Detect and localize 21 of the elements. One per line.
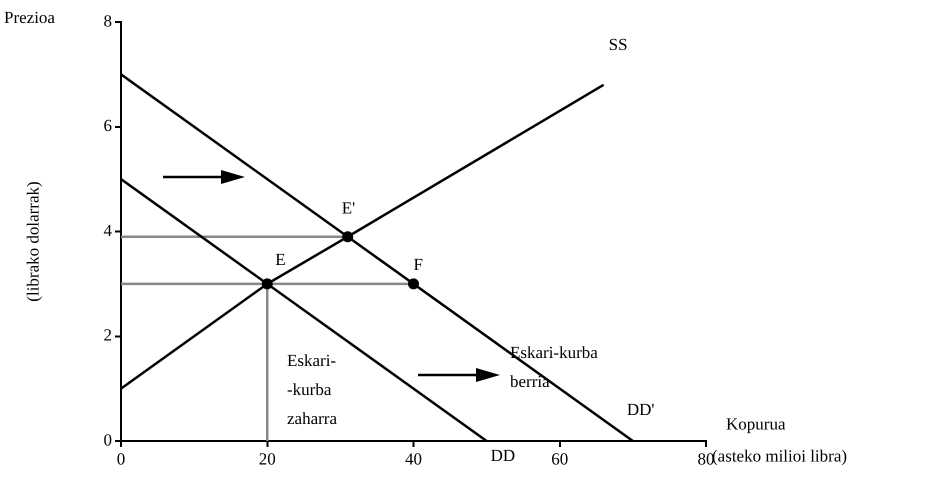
x-axis-title: Kopurua (asteko milioi libra)	[712, 414, 848, 466]
annotation: F	[414, 254, 423, 274]
x-tick-label: 0	[116, 450, 126, 469]
annotation: E	[275, 250, 286, 269]
annotation: SS	[608, 34, 628, 54]
x-tick-label: 60	[551, 450, 568, 469]
annotation: DD'	[626, 400, 654, 419]
y-tick-label: 8	[104, 11, 112, 30]
y-tick-label: 4	[104, 220, 112, 240]
x-tick-label: 80	[698, 450, 714, 469]
y-tick-label: 2	[104, 326, 112, 345]
text: Prezioa	[4, 8, 56, 27]
y-axis-title: (librako dolarrak)	[23, 181, 42, 302]
annotation: Eskari- -kurba zaharra	[287, 350, 338, 428]
y-tick-label: 6	[104, 116, 112, 136]
x-tick-label: 40	[405, 450, 422, 469]
annotation: DD	[490, 446, 516, 465]
y-tick-label: 0	[104, 430, 112, 450]
annotation: E'	[342, 198, 356, 218]
annotation: Eskari-kurba berria	[510, 342, 598, 391]
x-tick-label: 20	[258, 450, 276, 469]
